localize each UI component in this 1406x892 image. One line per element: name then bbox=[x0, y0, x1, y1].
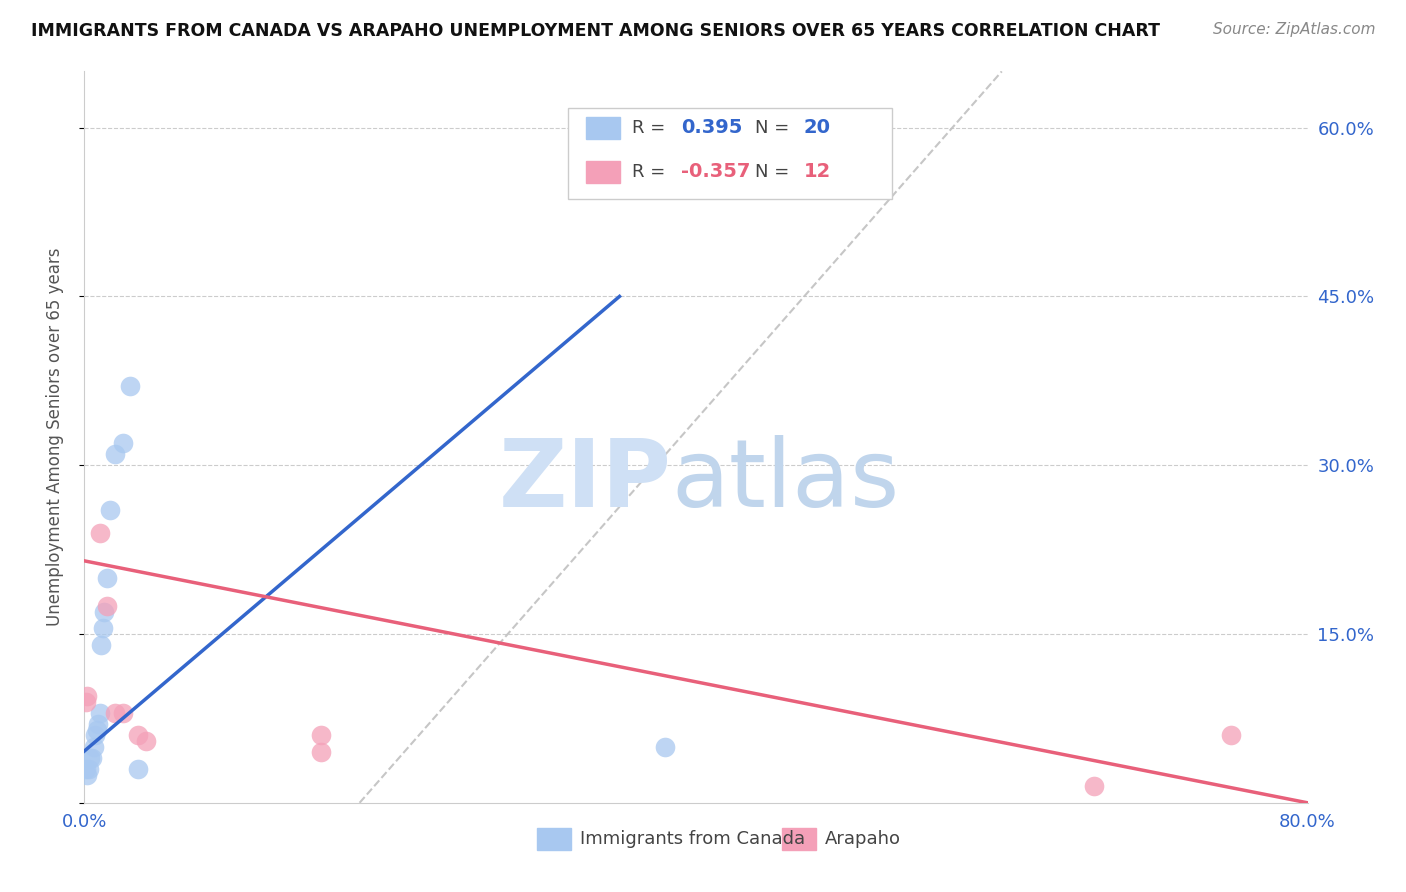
Text: IMMIGRANTS FROM CANADA VS ARAPAHO UNEMPLOYMENT AMONG SENIORS OVER 65 YEARS CORRE: IMMIGRANTS FROM CANADA VS ARAPAHO UNEMPL… bbox=[31, 22, 1160, 40]
Text: R =: R = bbox=[633, 119, 671, 136]
Point bbox=[1083, 779, 1105, 793]
Point bbox=[104, 447, 127, 461]
Point bbox=[654, 739, 676, 754]
Point bbox=[111, 706, 134, 720]
Text: 20: 20 bbox=[804, 118, 831, 137]
Text: atlas: atlas bbox=[672, 435, 900, 527]
Text: 12: 12 bbox=[804, 162, 831, 181]
Point bbox=[79, 751, 101, 765]
Point bbox=[76, 767, 98, 781]
Text: N =: N = bbox=[755, 162, 794, 180]
Text: Arapaho: Arapaho bbox=[824, 830, 900, 848]
Text: -0.357: -0.357 bbox=[682, 162, 751, 181]
Point bbox=[75, 694, 97, 708]
Point bbox=[98, 503, 121, 517]
Point bbox=[96, 599, 118, 613]
Point bbox=[120, 379, 142, 393]
Text: 0.395: 0.395 bbox=[682, 118, 742, 137]
Point bbox=[127, 728, 149, 742]
Point bbox=[91, 621, 114, 635]
Point bbox=[311, 745, 333, 759]
Point bbox=[77, 762, 100, 776]
Point bbox=[89, 706, 111, 720]
Point bbox=[96, 571, 118, 585]
Bar bbox=[586, 118, 620, 139]
Point bbox=[83, 739, 105, 754]
Text: N =: N = bbox=[755, 119, 794, 136]
Point bbox=[80, 751, 103, 765]
Bar bbox=[537, 829, 571, 850]
Point bbox=[90, 638, 112, 652]
Point bbox=[1220, 728, 1243, 742]
Point bbox=[87, 717, 110, 731]
Point bbox=[89, 525, 111, 540]
Point bbox=[76, 689, 98, 703]
Text: Immigrants from Canada: Immigrants from Canada bbox=[579, 830, 804, 848]
Text: Source: ZipAtlas.com: Source: ZipAtlas.com bbox=[1212, 22, 1375, 37]
FancyBboxPatch shape bbox=[568, 108, 891, 200]
Y-axis label: Unemployment Among Seniors over 65 years: Unemployment Among Seniors over 65 years bbox=[45, 248, 63, 626]
Point bbox=[111, 435, 134, 450]
Point bbox=[311, 728, 333, 742]
Text: ZIP: ZIP bbox=[499, 435, 672, 527]
Bar bbox=[586, 161, 620, 183]
Point bbox=[127, 762, 149, 776]
Point bbox=[75, 762, 97, 776]
Text: R =: R = bbox=[633, 162, 671, 180]
Point bbox=[86, 723, 108, 737]
Point bbox=[93, 605, 115, 619]
Bar bbox=[782, 829, 815, 850]
Point bbox=[104, 706, 127, 720]
Point bbox=[84, 728, 107, 742]
Point bbox=[135, 734, 157, 748]
